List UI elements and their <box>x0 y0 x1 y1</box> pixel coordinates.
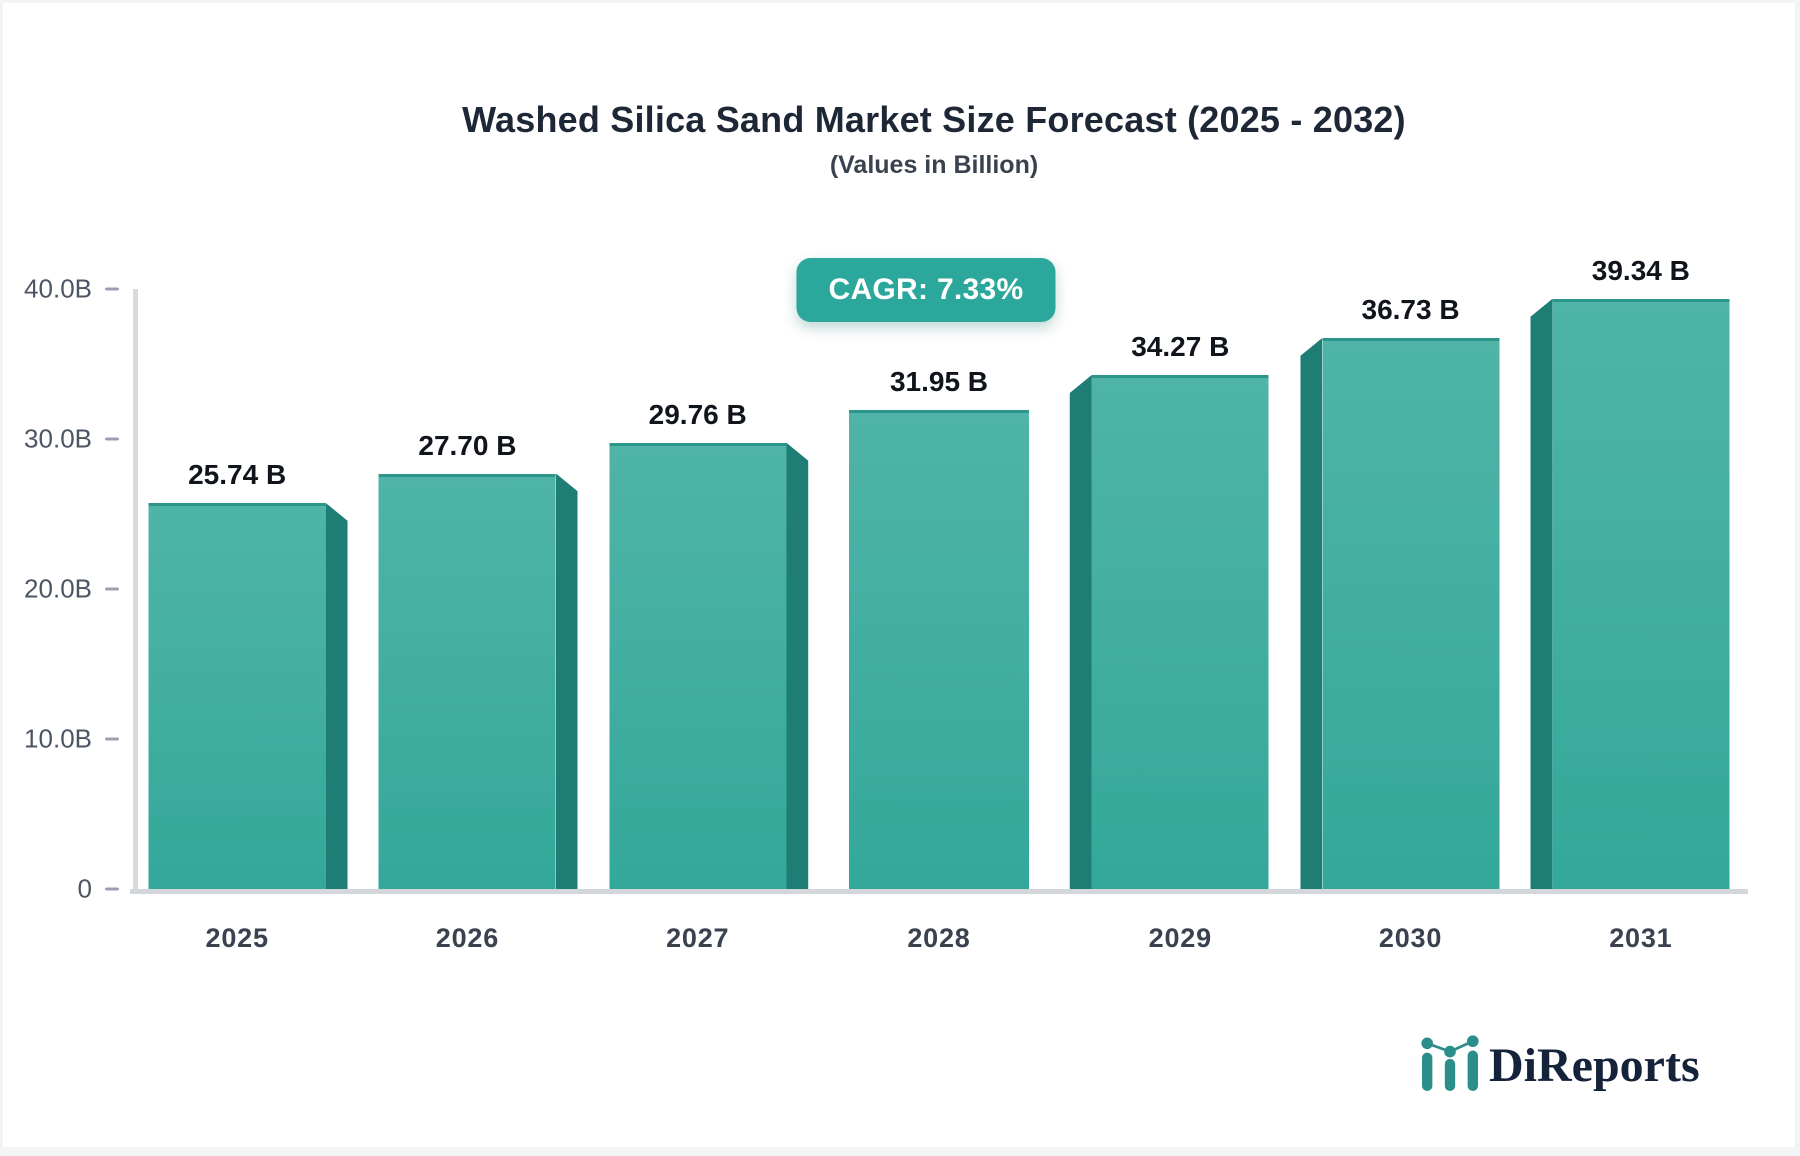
x-axis-label-2025: 2025 <box>205 923 269 953</box>
x-axis-label-2029: 2029 <box>1148 923 1212 953</box>
bar-2029[interactable]: 34.27 B 2029 <box>1069 331 1269 953</box>
y-tick-label: 10.0B <box>24 723 92 754</box>
bars-container: 25.74 B 2025 27.70 B 2026 29.76 B 2027 31.95 B… <box>133 255 1745 953</box>
chart-subtitle: (Values in Billion) <box>829 151 1039 179</box>
y-tick-mark <box>105 737 119 741</box>
bar-2027[interactable]: 29.76 B 2027 <box>609 399 809 953</box>
bar-group-2029: 34.27 B 2029 <box>1054 289 1284 953</box>
cagr-badge: CAGR: 7.33% <box>796 258 1056 322</box>
bar-face: 25.74 B 2025 <box>148 459 326 953</box>
y-tick-0: 0 <box>78 874 119 905</box>
bar-2028[interactable]: 31.95 B 2028 <box>848 366 1029 953</box>
bar-group-2030: 36.73 B 2030 <box>1284 289 1514 953</box>
plot-area: 40.0B 30.0B 20.0B 10.0B 0 25.74 B 2025 27.70 B… <box>24 255 1748 953</box>
y-tick-label: 20.0B <box>24 573 92 604</box>
y-tick-mark <box>105 887 119 891</box>
bar-2026[interactable]: 27.70 B 2026 <box>378 430 578 953</box>
bar-3d-side <box>555 473 578 889</box>
bar-face: 31.95 B 2028 <box>848 366 1029 953</box>
y-tick-mark <box>105 587 119 591</box>
y-axis: 40.0B 30.0B 20.0B 10.0B 0 <box>24 274 1745 904</box>
bar-value-label: 31.95 B <box>889 365 989 397</box>
bar-group-2026: 27.70 B 2026 <box>363 289 593 953</box>
bar-2030[interactable]: 36.73 B 2030 <box>1300 294 1500 953</box>
y-tick-label: 30.0B <box>24 423 92 454</box>
bar-group-2025: 25.74 B 2025 <box>133 289 363 953</box>
bar-value-label: 34.27 B <box>1131 330 1230 362</box>
x-axis-label-2030: 2030 <box>1378 923 1443 953</box>
bar-value-label: 36.73 B <box>1361 294 1460 326</box>
bar-face: 34.27 B 2029 <box>1091 331 1269 953</box>
x-axis-label-2027: 2027 <box>666 923 730 953</box>
x-axis-label-2026: 2026 <box>435 923 500 953</box>
bar-3d-side <box>1069 374 1092 889</box>
cagr-badge-label: CAGR: 7.33% <box>828 273 1024 306</box>
bar-value-label: 39.34 B <box>1591 254 1690 286</box>
logo-text: DiReports <box>1489 1038 1700 1092</box>
y-tick-20.0B: 20.0B <box>24 574 119 605</box>
y-tick-label: 40.0B <box>24 273 92 304</box>
y-tick-label: 0 <box>77 873 92 904</box>
bar-3d-side <box>786 442 809 889</box>
bar-face: 39.34 B 2031 <box>1552 255 1730 953</box>
x-axis-label-2028: 2028 <box>907 923 971 953</box>
chart-title: Washed Silica Sand Market Size Forecast … <box>462 99 1406 140</box>
logo-chart-icon <box>1421 1035 1479 1091</box>
y-axis-line <box>133 289 138 891</box>
bar-3d-side <box>325 502 348 889</box>
y-tick-mark <box>105 287 119 291</box>
bar-3d-side <box>1530 298 1553 889</box>
y-tick-30.0B: 30.0B <box>24 424 119 455</box>
bar-3d-side <box>1300 338 1323 889</box>
bar-value-label: 25.74 B <box>188 458 287 490</box>
bar-2031[interactable]: 39.34 B 2031 <box>1530 255 1730 953</box>
chart-card: Washed Silica Sand Market Size Forecast … <box>3 3 1795 1147</box>
bar-face: 36.73 B 2030 <box>1322 294 1500 953</box>
y-tick-10.0B: 10.0B <box>24 724 119 755</box>
bar-group-2031: 39.34 B 2031 <box>1515 255 1745 953</box>
y-tick-40.0B: 40.0B <box>24 274 119 305</box>
x-axis-line <box>130 889 1748 894</box>
y-tick-mark <box>105 437 119 441</box>
bar-value-label: 27.70 B <box>418 429 517 461</box>
brand-logo: DiReports <box>1419 1035 1700 1091</box>
x-axis-label-2031: 2031 <box>1609 923 1673 953</box>
bar-group-2028: 31.95 B 2028 <box>824 289 1054 953</box>
bar-value-label: 29.76 B <box>648 398 747 430</box>
bar-face: 27.70 B 2026 <box>378 430 556 953</box>
bar-2025[interactable]: 25.74 B 2025 <box>148 459 348 953</box>
bar-face: 29.76 B 2027 <box>609 399 787 953</box>
bar-group-2027: 29.76 B 2027 <box>594 289 824 953</box>
